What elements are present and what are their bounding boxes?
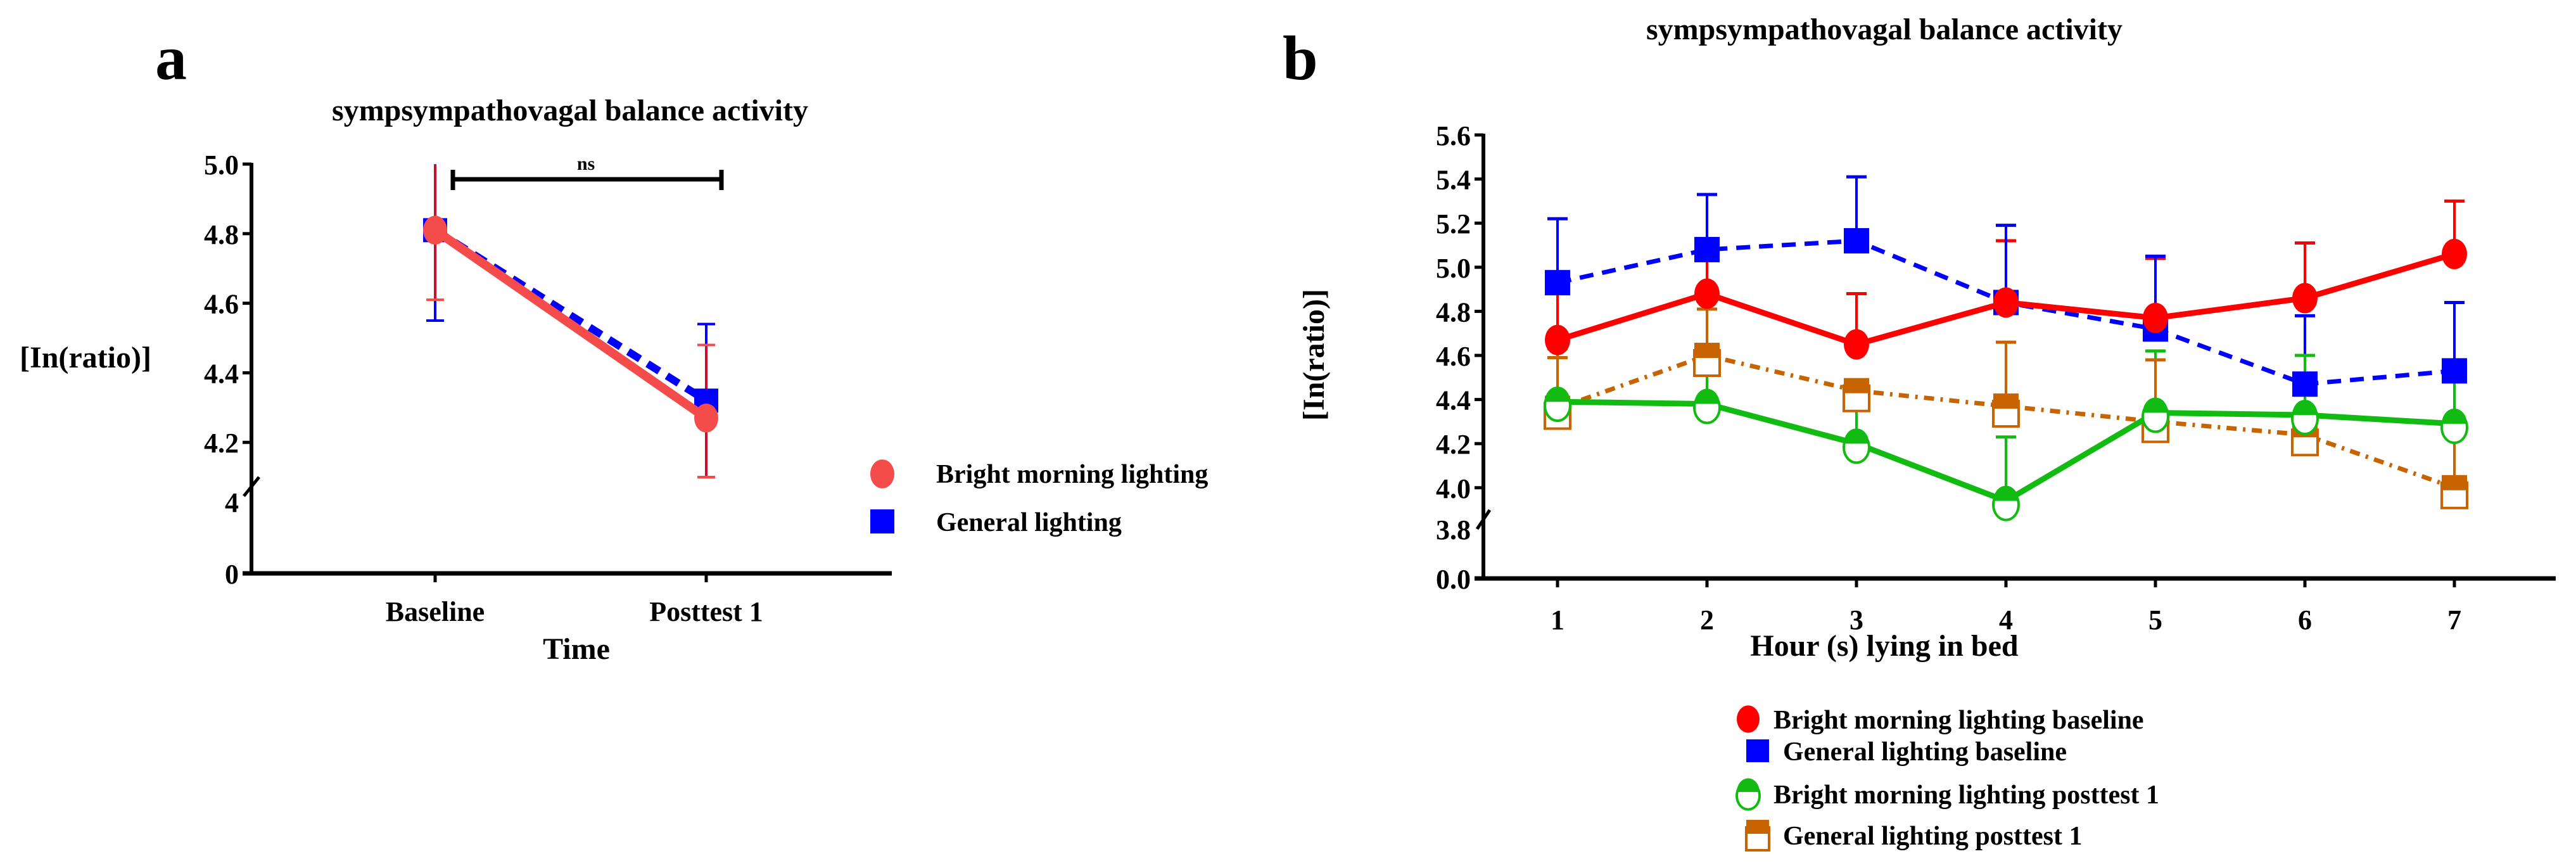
panel-a-xlabel: Time — [543, 632, 610, 666]
legend-b-marker-1 — [1746, 739, 1769, 762]
x-tick-label: 4 — [1999, 604, 2013, 635]
y-tick-label: 4 — [225, 487, 239, 518]
panel-a-title: sympsympathovagal balance activity — [332, 94, 808, 127]
panel-b-ylabel: [In(ratio)] — [1297, 289, 1331, 421]
axis-break-icon — [1475, 509, 1492, 530]
y-tick-label: 4.0 — [1436, 473, 1471, 504]
significance-bracket — [450, 170, 724, 190]
y-tick-label: 4.6 — [204, 289, 239, 320]
y-tick-label: 4.4 — [204, 358, 239, 389]
legend-a-marker-1 — [870, 509, 894, 533]
legend-b-label-3: General lighting posttest 1 — [1783, 822, 2082, 851]
y-tick-label: 5.0 — [204, 150, 239, 181]
data-point-2-fill — [1993, 485, 2019, 501]
legend-b-label-0: Bright morning lighting baseline — [1773, 706, 2144, 735]
data-point-3-fill — [2442, 475, 2467, 490]
x-tick-label: Posttest 1 — [649, 596, 763, 627]
y-tick-label: 5.4 — [1436, 165, 1471, 196]
x-tick-label: 2 — [1700, 604, 1714, 635]
x-tick-label: 7 — [2447, 604, 2461, 635]
y-tick-label: 4.8 — [1436, 297, 1471, 328]
y-tick-label: 0 — [225, 559, 239, 590]
data-point-3-fill — [1844, 378, 1869, 393]
legend-a-label-0: Bright morning lighting — [936, 460, 1208, 489]
x-tick-label: Baseline — [386, 596, 485, 627]
y-tick-label: 4.8 — [204, 219, 239, 250]
panel-a-ylabel: [In(ratio)] — [20, 341, 151, 374]
data-point-0 — [1545, 324, 1570, 355]
data-point-2-fill — [1844, 428, 1869, 444]
panel-b-xlabel: Hour (s) lying in bed — [1750, 629, 2019, 663]
legend-a-marker-0 — [870, 459, 894, 488]
y-tick-label: 5.0 — [1436, 253, 1471, 284]
y-tick-label: 4.2 — [1436, 429, 1471, 460]
data-point-3-fill — [1694, 343, 1720, 358]
data-point-2-fill — [1545, 386, 1570, 402]
data-point-0 — [423, 215, 447, 245]
legend-b-label-2: Bright morning lighting posttest 1 — [1773, 781, 2159, 810]
panel-b-label: b — [1283, 23, 1318, 93]
data-point-2-fill — [1694, 388, 1720, 404]
data-point-0 — [2442, 238, 2467, 269]
legend-b-marker-0 — [1737, 705, 1760, 733]
data-point-2-fill — [2292, 399, 2318, 415]
y-tick-label: 0.0 — [1436, 564, 1471, 595]
y-tick-label: 4.4 — [1436, 385, 1471, 416]
panel-a-legend: Bright morning lighting General lighting — [870, 459, 1208, 537]
data-point-3-fill — [1993, 393, 2019, 409]
data-point-1 — [2442, 358, 2467, 384]
legend-b-marker-2-fill — [1737, 778, 1760, 792]
data-point-0 — [694, 403, 718, 433]
data-point-1 — [2292, 371, 2318, 397]
panel-a-plot: 5.0 4.8 4.6 4.4 4.2 4 0 Baseline Posttest 1 — [204, 150, 892, 627]
data-point-1 — [1844, 228, 1869, 254]
data-point-1 — [1694, 236, 1720, 262]
panel-a-label: a — [155, 23, 187, 93]
ns-annotation: ns — [577, 153, 595, 174]
y-tick-label: 3.8 — [1436, 514, 1471, 546]
panel-b-title: sympsympathovagal balance activity — [1646, 13, 2122, 46]
x-tick-label: 5 — [2148, 604, 2162, 635]
axis-break-icon — [243, 476, 260, 497]
panel-b-legend: Bright morning lighting baseline General… — [1735, 705, 2159, 852]
data-point-0 — [2292, 283, 2318, 314]
legend-b-label-1: General lighting baseline — [1783, 737, 2067, 767]
data-point-2-fill — [2442, 408, 2467, 424]
legend-a-label-1: General lighting — [936, 508, 1122, 537]
y-tick-label: 4.6 — [1436, 341, 1471, 372]
x-tick-label: 3 — [1850, 604, 1863, 635]
data-point-0 — [1993, 287, 2019, 318]
data-point-2-fill — [2143, 397, 2168, 413]
y-tick-label: 4.2 — [204, 428, 239, 459]
series-line-0 — [433, 226, 709, 422]
y-tick-label: 5.6 — [1436, 120, 1471, 151]
panel-b-plot: 5.6 5.4 5.2 5.0 4.8 4.6 4.4 4.2 4.0 3.8 0.0 1 2 3 4 5 6 7 — [1436, 120, 2556, 635]
x-tick-label: 6 — [2298, 604, 2312, 635]
data-point-0 — [1844, 329, 1869, 360]
data-point-1 — [1545, 270, 1570, 296]
legend-b-marker-3-fill — [1746, 820, 1769, 834]
data-point-0 — [1694, 278, 1720, 309]
y-tick-label: 5.2 — [1436, 208, 1471, 239]
data-point-0 — [2143, 302, 2168, 333]
x-tick-label: 1 — [1551, 604, 1564, 635]
